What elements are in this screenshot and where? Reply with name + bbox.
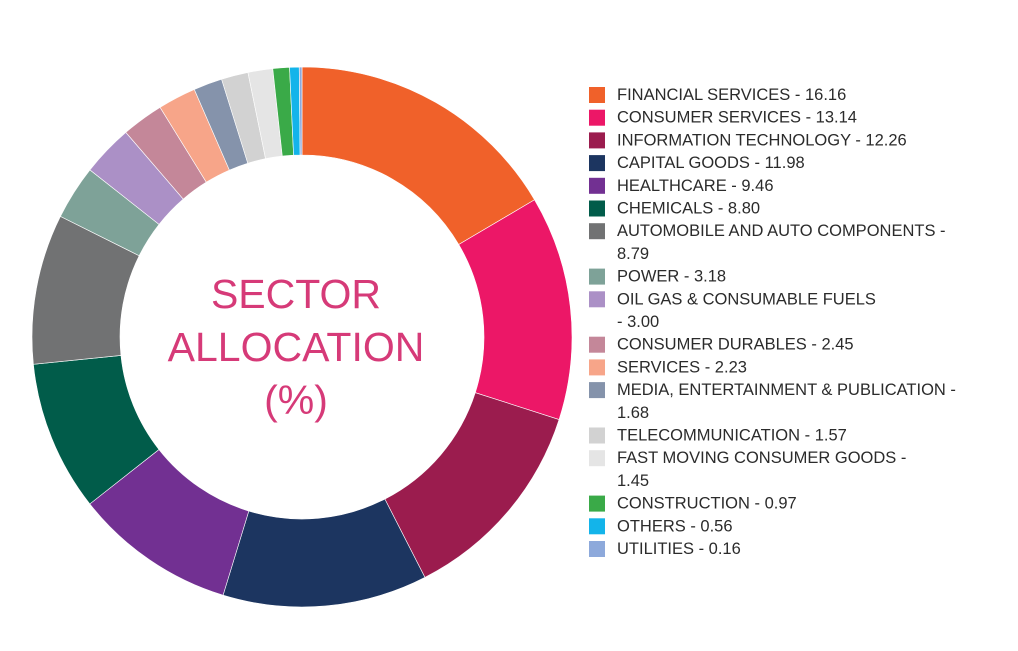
legend-swatch-0 <box>589 87 605 103</box>
legend-label-1: CONSUMER SERVICES - 13.14 <box>617 109 857 127</box>
legend-swatch-13 <box>589 450 605 467</box>
legend-swatch-12 <box>589 427 605 444</box>
legend-swatch-8 <box>589 291 605 308</box>
legend-label-7: POWER - 3.18 <box>617 268 726 286</box>
legend-swatch-7 <box>589 268 605 285</box>
legend-label-0: FINANCIAL SERVICES - 16.16 <box>617 86 846 104</box>
legend-swatch-15 <box>589 518 605 535</box>
donut-slices <box>31 66 573 608</box>
center-title-line-1: ALLOCATION <box>168 324 425 370</box>
legend-label-15: OTHERS - 0.56 <box>617 517 733 535</box>
legend-swatch-10 <box>589 359 605 376</box>
legend-label-3: CAPITAL GOODS - 11.98 <box>617 154 805 172</box>
legend-label-5: CHEMICALS - 8.80 <box>617 200 760 218</box>
legend-label-16: UTILITIES - 0.16 <box>617 540 741 558</box>
legend-label-2: INFORMATION TECHNOLOGY - 12.26 <box>617 131 907 149</box>
legend-swatch-1 <box>589 109 605 126</box>
slice-16 <box>298 66 303 156</box>
legend: FINANCIAL SERVICES - 16.16 CONSUMER SERVI… <box>589 86 956 558</box>
legend-label-13: FAST MOVING CONSUMER GOODS - <box>617 449 906 467</box>
legend-label-11: MEDIA, ENTERTAINMENT & PUBLICATION - <box>617 381 956 399</box>
legend-label-13-line-1: 1.45 <box>617 472 649 490</box>
legend-swatch-6 <box>589 223 605 240</box>
center-title-line-2: (%) <box>264 377 328 423</box>
legend-label-6-line-1: 8.79 <box>617 245 649 263</box>
legend-swatch-14 <box>589 495 605 512</box>
legend-swatch-9 <box>589 336 605 353</box>
legend-label-11-line-1: 1.68 <box>617 404 649 422</box>
legend-swatch-3 <box>589 155 605 172</box>
legend-label-8-line-1: - 3.00 <box>617 313 659 331</box>
legend-label-12: TELECOMMUNICATION - 1.57 <box>617 427 847 445</box>
legend-swatch-11 <box>589 382 605 399</box>
legend-label-9: CONSUMER DURABLES - 2.45 <box>617 336 854 354</box>
legend-swatch-4 <box>589 177 605 194</box>
legend-swatch-16 <box>589 541 605 557</box>
donut-center-title: SECTOR ALLOCATION (%) <box>168 271 425 423</box>
legend-label-8: OIL GAS & CONSUMABLE FUELS <box>617 290 876 308</box>
legend-label-14: CONSTRUCTION - 0.97 <box>617 495 797 513</box>
legend-swatch-5 <box>589 200 605 217</box>
legend-label-6: AUTOMOBILE AND AUTO COMPONENTS - <box>617 222 946 240</box>
slice-0 <box>301 66 535 245</box>
center-title-line-0: SECTOR <box>211 271 381 317</box>
legend-label-4: HEALTHCARE - 9.46 <box>617 177 774 195</box>
legend-swatch-2 <box>589 132 605 149</box>
legend-label-10: SERVICES - 2.23 <box>617 358 747 376</box>
